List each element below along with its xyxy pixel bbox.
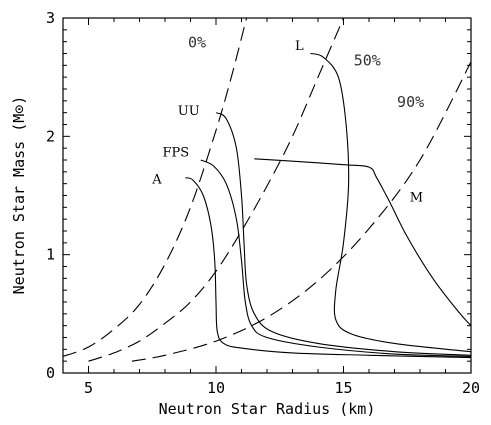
series-uu-line — [215, 112, 472, 356]
x-tick-label: 15 — [334, 379, 352, 397]
label-0pct: 0% — [188, 34, 206, 52]
y-tick-label: 0 — [46, 364, 55, 382]
y-tick-label: 2 — [46, 127, 55, 145]
y-axis-label: Neutron Star Mass (M⊙) — [10, 96, 28, 295]
label-fps: FPS — [162, 145, 189, 160]
series-l-line — [310, 52, 472, 353]
x-tick-label: 5 — [84, 379, 93, 397]
label-90pct: 90% — [397, 93, 424, 111]
label-m: M — [410, 190, 423, 205]
label-a: A — [151, 173, 162, 188]
y-tick-label: 1 — [46, 246, 55, 264]
series-0pct-line — [62, 17, 248, 357]
x-tick-label: 20 — [462, 379, 480, 397]
series-a-line — [185, 177, 472, 359]
x-axis-label: Neutron Star Radius (km) — [159, 400, 376, 418]
label-l: L — [295, 39, 304, 54]
series-90pct-line — [131, 61, 472, 362]
series-m-line — [254, 158, 472, 327]
axis-ticks: 5 10 15 20 0 1 2 3 — [46, 9, 480, 397]
label-50pct: 50% — [354, 51, 381, 69]
x-tick-label: 10 — [207, 379, 225, 397]
curves — [62, 17, 472, 362]
series-fps-line — [200, 159, 472, 357]
series-50pct-line — [88, 17, 345, 362]
label-uu: UU — [178, 104, 200, 119]
y-tick-label: 3 — [46, 9, 55, 27]
